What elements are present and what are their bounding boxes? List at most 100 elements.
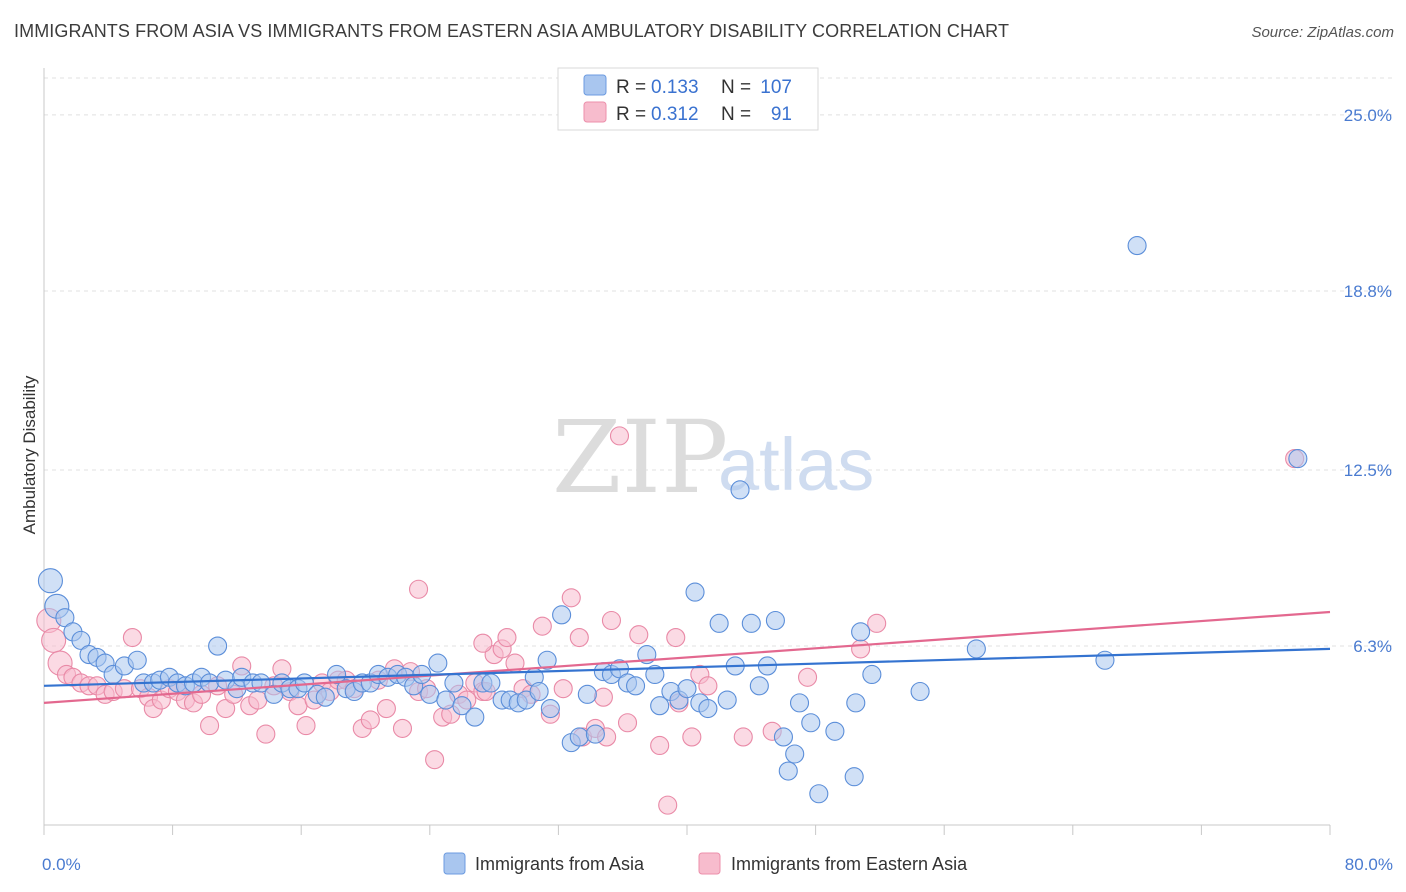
data-point-asia xyxy=(127,650,147,670)
data-point-asia xyxy=(717,690,737,710)
data-point-asia xyxy=(1127,236,1147,256)
data-point-east-asia xyxy=(650,735,670,756)
data-point-east-asia xyxy=(601,610,621,631)
data-point-east-asia xyxy=(561,588,581,608)
data-point-asia xyxy=(730,480,750,500)
data-point-asia xyxy=(749,676,769,696)
data-point-east-asia xyxy=(425,750,445,770)
data-point-east-asia xyxy=(851,639,871,659)
legend-n-value-2: 91 xyxy=(771,104,792,125)
x-tick-label: 80.0% xyxy=(1345,855,1393,874)
data-point-asia xyxy=(444,673,464,693)
legend-swatch-asia xyxy=(583,74,607,96)
data-point-asia xyxy=(552,605,572,625)
data-point-asia xyxy=(481,673,501,693)
y-tick-labels: 6.3% 12.5% 18.8% 25.0% xyxy=(1344,106,1392,656)
data-point-east-asia xyxy=(392,718,413,738)
data-point-asia xyxy=(71,630,91,650)
data-point-east-asia xyxy=(41,627,67,653)
data-point-asia xyxy=(315,687,335,707)
data-point-asia xyxy=(846,693,866,713)
data-point-asia xyxy=(966,639,986,659)
data-point-east-asia xyxy=(733,727,753,747)
data-point-east-asia xyxy=(682,727,702,747)
data-point-east-asia xyxy=(248,690,268,710)
data-point-east-asia xyxy=(698,676,718,696)
data-point-asia xyxy=(540,698,560,719)
data-point-east-asia xyxy=(408,579,429,599)
data-point-asia xyxy=(789,693,810,713)
y-tick-label: 25.0% xyxy=(1344,106,1392,125)
data-point-asia xyxy=(825,721,845,741)
legend-swatch-east-asia xyxy=(583,101,607,123)
legend-r-label-2: R = xyxy=(616,104,646,125)
watermark-zip: ZIP xyxy=(552,399,728,516)
data-point-east-asia xyxy=(122,627,142,648)
data-point-asia xyxy=(327,664,347,685)
data-point-asia xyxy=(529,681,549,702)
data-point-asia xyxy=(1095,650,1115,670)
bottom-legend-swatch-east-asia xyxy=(698,852,721,875)
data-point-east-asia xyxy=(569,627,589,648)
data-point-east-asia xyxy=(798,667,818,687)
data-point-asia xyxy=(698,698,718,719)
data-point-asia xyxy=(452,696,472,716)
data-point-asia xyxy=(741,613,761,633)
data-point-east-asia xyxy=(497,627,517,648)
data-point-asia xyxy=(765,610,785,631)
data-point-east-asia xyxy=(658,795,678,815)
data-point-asia xyxy=(862,664,882,685)
data-point-asia xyxy=(844,767,864,787)
legend-r-label-1: R = xyxy=(616,77,646,98)
legend-box: R = 0.133 N = 107 R = 0.312 N = 91 xyxy=(557,67,819,131)
axes xyxy=(43,68,1331,835)
data-point-east-asia xyxy=(296,716,316,736)
grid-lines xyxy=(44,77,1392,647)
data-point-east-asia xyxy=(376,698,396,719)
data-point-asia xyxy=(851,622,871,642)
data-point-asia xyxy=(801,713,821,733)
data-point-asia xyxy=(910,681,930,702)
data-point-asia xyxy=(569,727,589,747)
bottom-legend-label-east-asia: Immigrants from Eastern Asia xyxy=(731,854,968,874)
y-axis-label: Ambulatory Disability xyxy=(20,375,39,534)
data-point-asia xyxy=(420,684,440,704)
data-point-asia xyxy=(208,636,228,656)
data-point-asia xyxy=(709,613,729,633)
data-point-east-asia xyxy=(867,613,887,633)
data-point-asia xyxy=(436,690,456,710)
data-point-east-asia xyxy=(629,625,649,645)
data-point-asia xyxy=(1288,449,1308,469)
trend-line-east-asia xyxy=(43,610,1331,704)
legend-r-value-2: 0.312 xyxy=(651,104,699,125)
y-tick-label: 18.8% xyxy=(1344,282,1392,301)
data-point-asia xyxy=(577,684,597,704)
data-point-asia xyxy=(626,676,646,696)
data-point-asia xyxy=(537,650,557,670)
series-asia-points xyxy=(37,236,1308,804)
data-point-asia xyxy=(645,664,665,685)
data-point-east-asia xyxy=(473,633,493,653)
y-tick-label: 12.5% xyxy=(1344,461,1392,480)
data-point-asia xyxy=(778,761,798,781)
source-label: Source: ZipAtlas.com xyxy=(1251,24,1394,41)
data-point-asia xyxy=(55,608,75,628)
data-point-asia xyxy=(773,727,794,747)
data-point-east-asia xyxy=(666,627,686,648)
trend-line-asia xyxy=(43,647,1331,687)
data-point-asia xyxy=(200,673,220,693)
data-point-east-asia xyxy=(532,616,552,636)
data-point-east-asia xyxy=(288,696,308,716)
data-point-asia xyxy=(785,744,805,764)
data-point-east-asia xyxy=(617,713,638,733)
data-point-asia xyxy=(809,784,829,804)
bottom-legend: Immigrants from Asia Immigrants from Eas… xyxy=(443,852,968,875)
data-point-asia xyxy=(685,582,705,602)
x-tick-labels: 0.0% 80.0% xyxy=(42,855,1393,874)
legend-n-label-1: N = xyxy=(721,77,751,98)
data-point-east-asia xyxy=(360,710,380,730)
data-point-east-asia xyxy=(609,426,630,446)
data-point-east-asia xyxy=(593,687,613,707)
x-tick-label: 0.0% xyxy=(42,855,81,874)
